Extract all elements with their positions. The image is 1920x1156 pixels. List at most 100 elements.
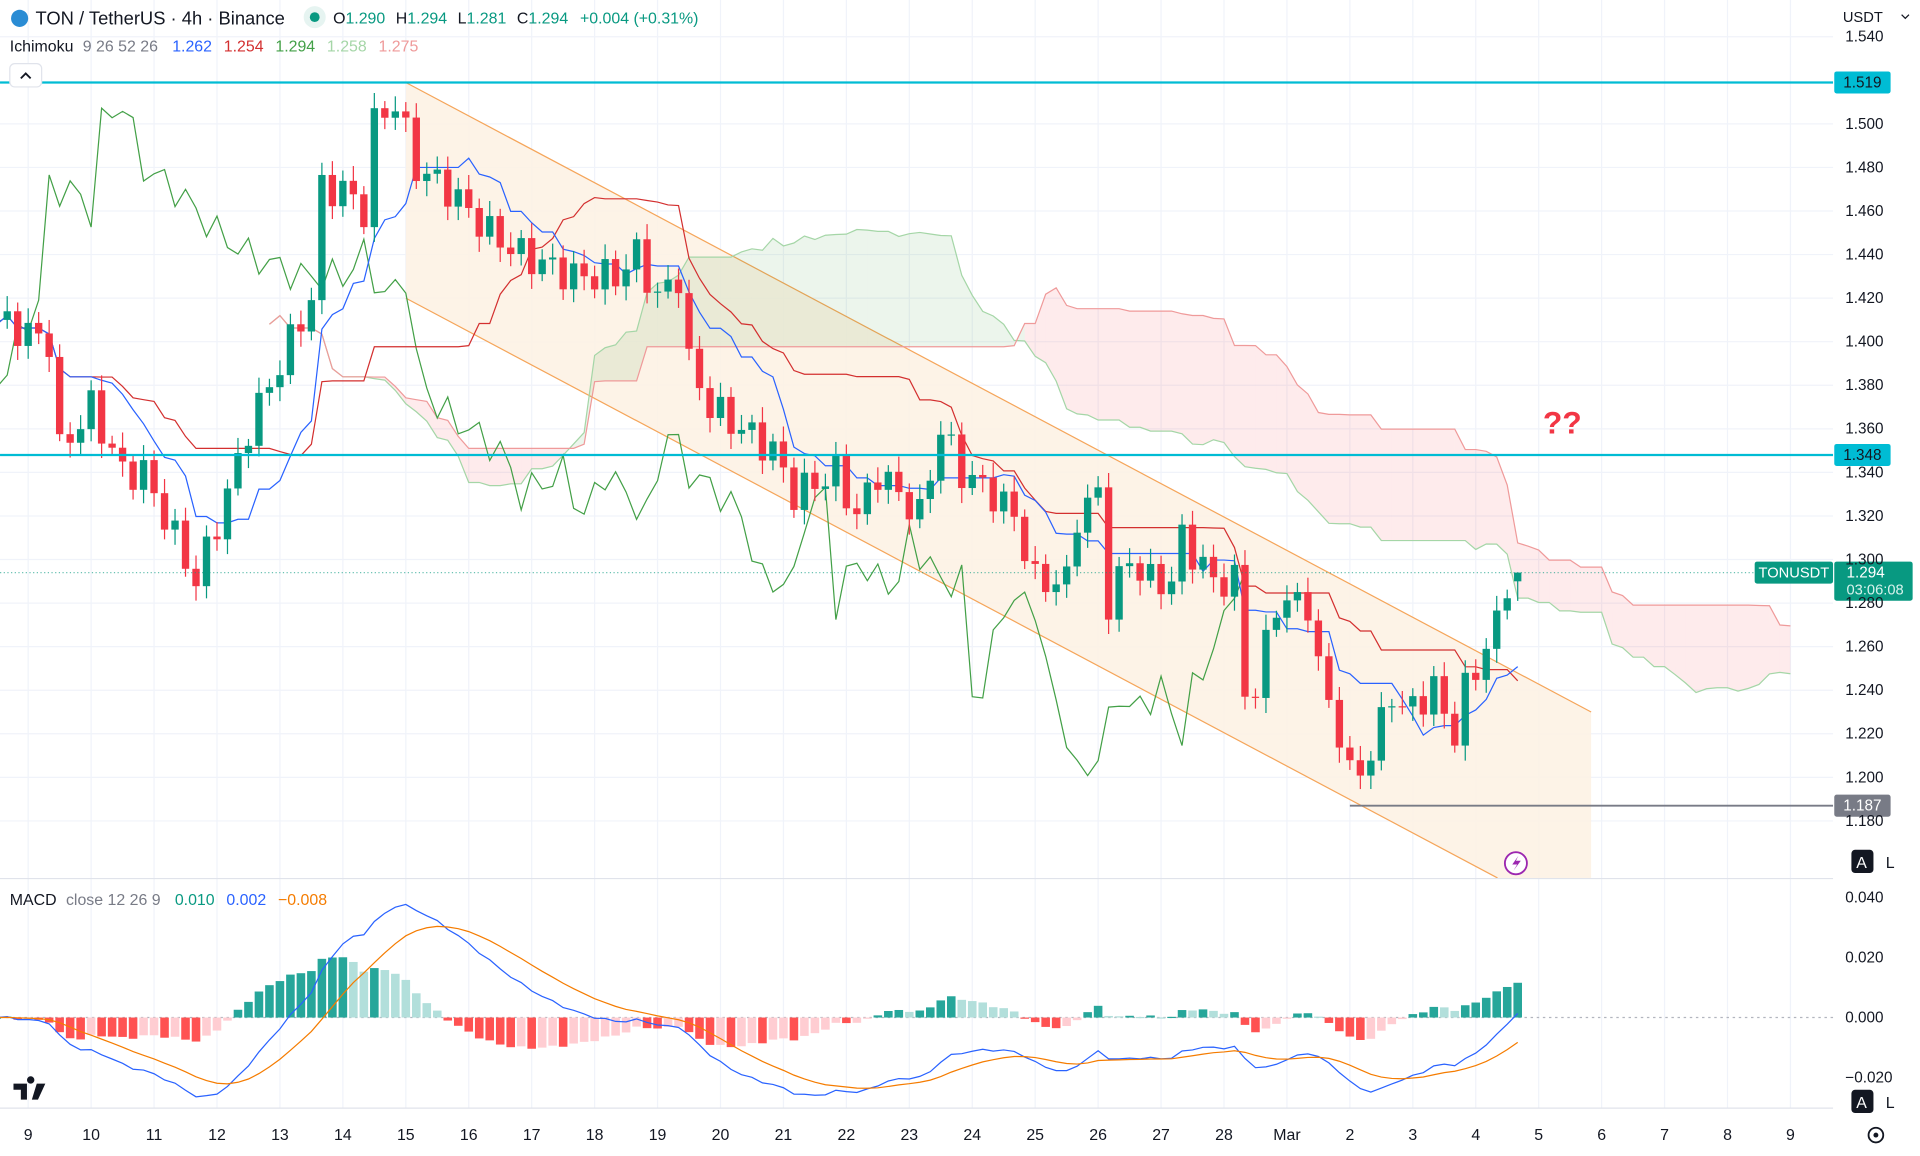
collapse-legend-button[interactable] [10,64,42,87]
tenkan-value: 1.262 [172,38,212,55]
currency-selector[interactable]: USDT [1835,4,1916,31]
time-tick-label: 2 [1345,1127,1354,1144]
cloud-segment [836,234,846,347]
candle-body [1042,564,1049,592]
macd-histogram-bar [1062,1018,1071,1026]
candle-body [769,441,776,460]
macd-histogram-bar [234,1010,243,1018]
price-tick-label: 1.540 [1845,29,1883,46]
time-tick-label: 15 [397,1127,415,1144]
settings-gear-icon[interactable] [1869,1128,1884,1143]
macd-histogram-bar [192,1018,201,1042]
candle-body [255,393,262,446]
cloud-segment [1486,451,1496,544]
macd-histogram-bar [1346,1018,1355,1037]
candle-body [685,293,692,349]
macd-histogram-bar [1178,1010,1187,1017]
candle-body [129,462,136,490]
macd-histogram-bar [1020,1018,1029,1019]
macd-histogram-bar [1241,1018,1250,1025]
cloud-segment [1727,605,1737,691]
candle [339,171,346,217]
cloud-segment [1759,605,1769,684]
time-tick-label: 17 [523,1127,541,1144]
macd-histogram-bar [1220,1014,1229,1018]
macd-histogram-bar [947,996,956,1017]
cloud-segment [815,235,825,347]
candle-body [1011,492,1018,517]
tradingview-logo[interactable] [13,1076,45,1099]
candle-body [1168,582,1175,595]
macd-auto-scale-button[interactable]: A [1851,1090,1873,1113]
time-tick-label: 24 [963,1127,981,1144]
macd-histogram-bar [548,1018,557,1046]
cloud-segment [878,231,888,346]
cloud-segment [1560,560,1570,611]
cloud-segment [647,283,657,346]
macd-histogram-bar [150,1018,159,1036]
ichimoku-legend[interactable]: Ichimoku 9 26 52 26 1.262 1.254 1.294 1.… [10,38,419,55]
candle [1241,550,1248,709]
price-axis[interactable]: 1.5401.5001.4801.4601.4401.4201.4001.380… [1845,29,1883,830]
cloud-segment [731,252,741,347]
macd-histogram-bar [842,1018,851,1024]
candle [87,380,94,441]
candle-body [287,324,294,375]
question-annotation[interactable]: ?? [1543,404,1582,440]
macd-histogram-bar [1440,1007,1449,1017]
macd-histogram-bar [1125,1016,1134,1018]
candle-body [182,521,189,569]
candle [150,450,157,506]
macd-histogram-bar [1430,1007,1439,1018]
macd-histogram-bar [653,1018,662,1029]
candle [98,375,105,458]
candle-body [98,390,105,443]
auto-scale-button[interactable]: A [1851,850,1873,873]
cloud-segment [941,235,951,346]
candle [56,344,63,441]
candle-body [297,324,304,331]
cloud-segment [1119,309,1129,428]
candle-body [1000,492,1007,512]
time-tick-label: 22 [838,1127,856,1144]
time-tick-label: 26 [1089,1127,1107,1144]
log-scale-button[interactable]: L [1886,855,1895,872]
cloud-segment [511,448,521,483]
macd-histogram-bar [800,1018,809,1036]
macd-histogram-bar [464,1018,473,1032]
macd-histogram-bar [1304,1013,1313,1017]
price-tick-label: 1.280 [1845,595,1883,612]
cloud-segment [857,230,867,347]
candle-body [1136,563,1143,580]
candle-body [413,118,420,181]
cloud-segment [1476,450,1486,550]
candle-body [1315,621,1322,657]
macd-histogram-bar [1513,983,1522,1018]
macd-histogram-bar [1083,1012,1092,1017]
macd-histogram-bar [76,1018,85,1040]
macd-log-scale-button[interactable]: L [1886,1095,1895,1112]
alert-lightning-button[interactable] [1505,852,1527,874]
candle-body [528,238,535,274]
macd-histogram-bar [1094,1006,1103,1018]
time-tick-label: 25 [1026,1127,1044,1144]
macd-histogram-bar [1293,1013,1302,1017]
cloud-segment [1318,413,1328,524]
macd-histogram-bar [349,962,358,1018]
macd-histogram-bar [580,1018,589,1042]
macd-legend[interactable]: MACD close 12 26 9 0.010 0.002 −0.008 [10,892,327,909]
candle [1462,660,1469,760]
macd-histogram-bar [538,1018,547,1048]
cloud-segment [1088,309,1098,420]
cloud-segment [1707,605,1717,689]
candle-body [969,475,976,488]
cloud-segment [1392,429,1402,540]
cloud-segment [1644,605,1654,667]
macd-histogram-bar [1503,987,1512,1018]
candle-body [633,239,640,269]
macd-histogram-bar [55,1018,64,1033]
symbol-title[interactable]: TON / TetherUS · 4h · Binance [36,7,285,28]
